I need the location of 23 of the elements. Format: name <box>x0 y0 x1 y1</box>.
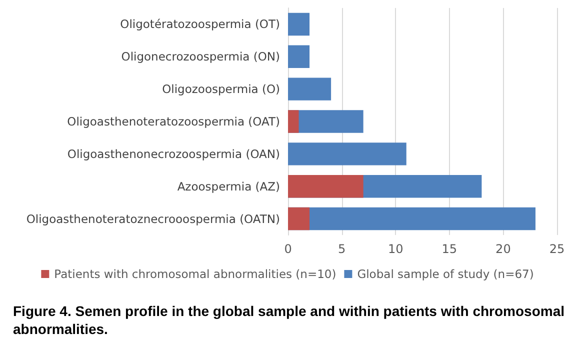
x-tick-label: 25 <box>549 242 565 256</box>
legend-label: Patients with chromosomal abnormalities (n=10) <box>54 267 336 281</box>
bar <box>288 207 310 230</box>
y-tick-label: Oligozoospermia (O) <box>162 82 280 96</box>
y-tick-label: Azoospermia (AZ) <box>177 179 280 194</box>
x-tick-label: 0 <box>284 242 292 256</box>
bar <box>288 12 310 36</box>
legend-label: Global sample of study (n=67) <box>357 267 534 281</box>
y-tick-label: Oligonecrozoospermia (ON) <box>121 50 280 64</box>
bar <box>288 45 310 68</box>
x-tick-label: 15 <box>442 242 458 256</box>
x-tick-label: 20 <box>496 242 511 256</box>
text: Figure 4. Semen profile in the global sample and within patients with chromosomal abnormalities. <box>13 303 568 337</box>
bar <box>288 175 364 198</box>
y-tick-label: Oligotératozoospermia (OT) <box>120 17 280 32</box>
bar <box>288 78 332 100</box>
y-tick-label: Oligoasthenonecrozoospermia (OAN) <box>67 146 280 161</box>
bar <box>288 110 299 133</box>
x-tick-label: 5 <box>338 242 346 256</box>
y-tick-label: Oligoasthenoteratoznecrooospermia (OATN) <box>26 212 280 226</box>
y-tick-label: Oligoasthenoteratozoospermia (OAT) <box>67 114 280 128</box>
bar <box>288 142 406 166</box>
x-tick-label: 10 <box>388 242 404 256</box>
